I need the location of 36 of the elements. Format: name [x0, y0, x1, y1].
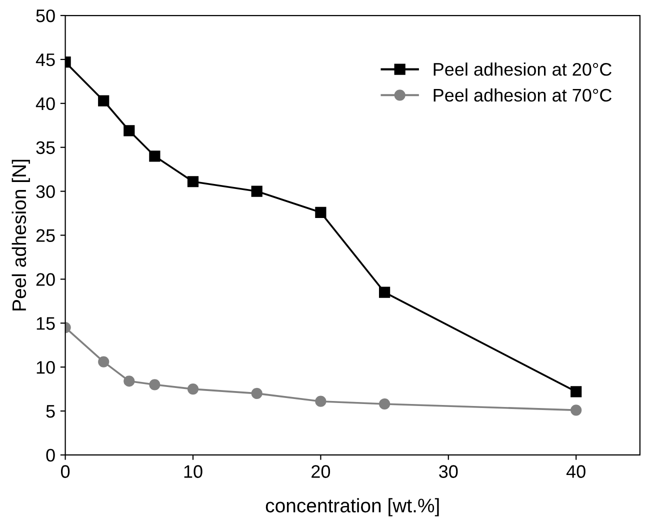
legend-label: Peel adhesion at 20°C [434, 62, 612, 76]
point [98, 356, 110, 368]
y-tick-label: 40 [36, 97, 55, 110]
x-tick-label: 30 [439, 465, 458, 478]
point [315, 206, 326, 218]
y-tick-label: 5 [46, 405, 55, 418]
y-axis-title: Peel adhesion [N] [12, 160, 30, 310]
point [570, 386, 582, 398]
x-tick-label: 20 [312, 465, 330, 478]
y-tick-label: 15 [36, 317, 55, 330]
x-tick-label: 10 [184, 465, 202, 478]
point [251, 388, 262, 399]
point [378, 398, 390, 410]
point [315, 396, 326, 407]
point [187, 176, 199, 188]
x-axis-title: concentration [wt.%] [266, 498, 439, 516]
legend-label: Peel adhesion at 70°C [434, 88, 612, 102]
point [378, 286, 390, 298]
y-tick-label: 10 [36, 361, 55, 374]
y-tick-label: 50 [36, 9, 55, 22]
x-tick-label: 0 [60, 465, 70, 478]
point [187, 383, 199, 395]
point [149, 379, 160, 390]
point [124, 376, 135, 387]
y-tick-label: 30 [36, 185, 55, 198]
point [570, 404, 582, 416]
y-tick-label: 20 [36, 273, 55, 286]
x-tick-label: 40 [566, 465, 586, 478]
point [251, 186, 262, 197]
point [149, 150, 160, 162]
point [124, 125, 135, 136]
y-tick-label: 45 [36, 54, 55, 66]
y-tick-label: 0 [46, 448, 55, 462]
y-tick-label: 25 [36, 229, 55, 242]
y-tick-label: 35 [36, 141, 55, 154]
point [98, 95, 110, 106]
